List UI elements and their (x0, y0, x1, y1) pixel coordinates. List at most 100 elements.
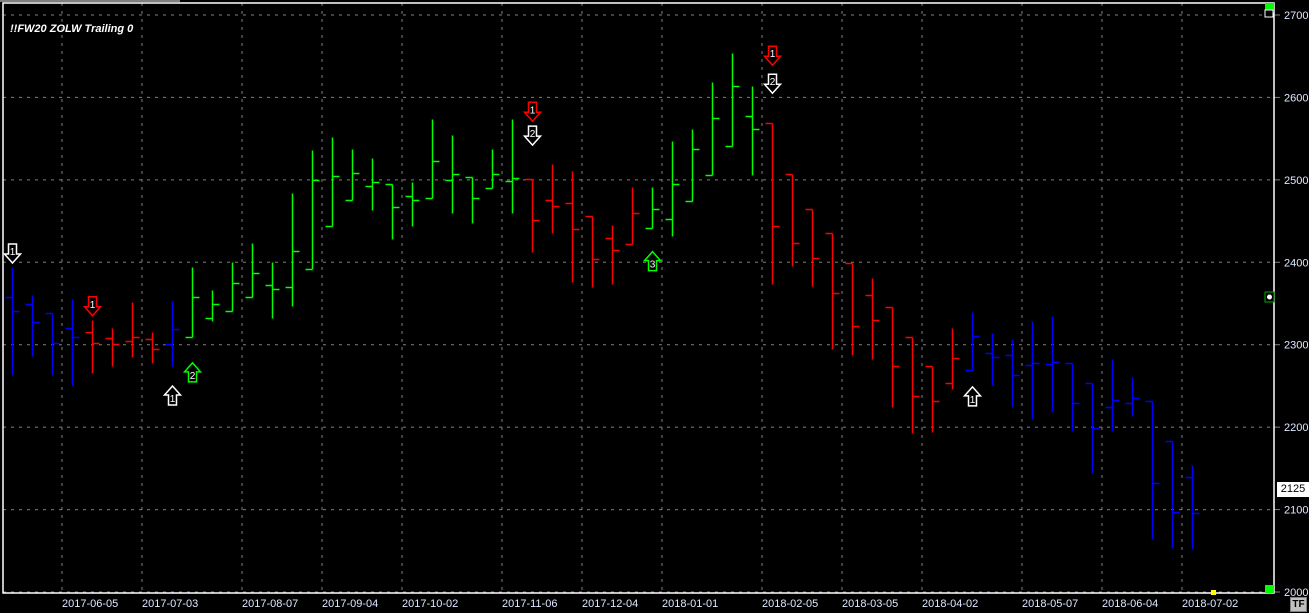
ohlc-bar (385, 183, 400, 240)
ohlc-bar (605, 225, 620, 285)
ohlc-bar (25, 295, 40, 357)
ohlc-bar (625, 187, 640, 246)
ohlc-bar (885, 306, 900, 408)
ohlc-bar (165, 301, 180, 367)
last-price-label: 2125 (1277, 482, 1309, 497)
scroll-handle-top[interactable] (1265, 3, 1274, 13)
ohlc-bar (705, 82, 720, 177)
signal-arrow-down-icon (522, 125, 543, 147)
x-tick-label: 2018-03-05 (842, 598, 898, 610)
ohlc-bar (465, 176, 480, 224)
ohlc-bar (825, 232, 840, 350)
ohlc-bar (1045, 316, 1060, 413)
ohlc-bar (685, 129, 700, 203)
x-tick-label: 2018-02-05 (762, 598, 818, 610)
ohlc-bar (65, 299, 80, 386)
ohlc-bar (845, 262, 860, 356)
y-tick-label: 2100 (1284, 505, 1308, 517)
ohlc-bar (785, 173, 800, 267)
signal-label: 2 (770, 77, 776, 88)
ohlc-bar (545, 164, 560, 234)
signal-arrow-up-icon (182, 361, 203, 383)
ohlc-bar (245, 243, 260, 299)
ohlc-bar (185, 267, 200, 339)
ohlc-bar (745, 86, 760, 176)
signal-label: 1 (170, 394, 176, 405)
top-scrollbar[interactable] (0, 0, 180, 2)
ohlc-bar (5, 267, 20, 376)
y-tick-label: 2200 (1284, 422, 1308, 434)
y-tick-label: 2600 (1284, 92, 1308, 104)
ohlc-bar (125, 302, 140, 358)
x-tick-label: 2017-06-05 (62, 598, 118, 610)
ohlc-bar (105, 328, 120, 367)
ohlc-bar (805, 208, 820, 287)
x-tick-label: 2017-08-07 (242, 598, 298, 610)
ohlc-bar (425, 119, 440, 200)
signal-arrow-down-icon (522, 101, 543, 123)
ohlc-bar (145, 332, 160, 364)
zoom-handle-top-icon[interactable] (1264, 9, 1274, 18)
signal-arrow-down-icon (762, 45, 783, 67)
ohlc-bar (1025, 321, 1040, 420)
ohlc-bar (765, 122, 780, 285)
x-tick-label: 2017-07-03 (142, 598, 198, 610)
ohlc-bar (985, 333, 1000, 386)
scroll-handle-bottom[interactable] (1265, 585, 1274, 593)
signal-label: 2 (530, 129, 536, 140)
ohlc-bar (645, 187, 660, 230)
ohlc-bar (925, 365, 940, 433)
signal-label: 3 (650, 260, 656, 271)
ohlc-bar (865, 278, 880, 360)
ohlc-bar (1065, 362, 1080, 432)
ohlc-bar (665, 141, 680, 237)
ohlc-bar (1165, 440, 1180, 549)
x-tick-label: 2017-11-06 (502, 598, 557, 610)
signal-label: 2 (190, 371, 196, 382)
ohlc-bar (565, 171, 580, 283)
signal-arrow-up-icon (962, 385, 983, 407)
timeframe-button[interactable]: TF (1290, 597, 1307, 612)
x-tick-label: 2018-05-07 (1022, 598, 1078, 610)
ohlc-bar (1005, 339, 1020, 408)
ohlc-bar (285, 193, 300, 307)
signal-label: 1 (90, 300, 96, 311)
x-tick-label: 2017-09-04 (322, 598, 378, 610)
ohlc-bar (585, 215, 600, 288)
ohlc-bar (345, 149, 360, 202)
ohlc-bar (905, 336, 920, 434)
x-tick-label: 2018-07-02 (1182, 598, 1238, 610)
ohlc-bar (205, 290, 220, 322)
price-scale-handle-icon[interactable] (1266, 293, 1273, 301)
signal-arrow-down-icon (2, 243, 23, 265)
signal-arrow-down-icon (762, 73, 783, 95)
ohlc-bar (1185, 465, 1200, 550)
chart-title: !!FW20 ZOLW Trailing 0 (10, 23, 134, 35)
ohlc-bar (1125, 377, 1140, 417)
y-tick-label: 2400 (1284, 257, 1308, 269)
ohlc-bar (305, 150, 320, 271)
ohlc-bar (1105, 359, 1120, 432)
ohlc-bar (325, 137, 340, 228)
ohlc-bar (965, 312, 980, 372)
ohlc-bar (225, 262, 240, 313)
ohlc-bar (45, 312, 60, 376)
ohlc-bar (525, 178, 540, 253)
signal-label: 1 (770, 49, 776, 60)
y-tick-label: 2000 (1284, 587, 1308, 599)
x-tick-label: 2018-06-04 (1102, 598, 1158, 610)
signal-arrow-up-icon (162, 384, 183, 406)
x-tick-label: 2017-12-04 (582, 598, 638, 610)
signal-label: 1 (10, 247, 16, 258)
y-tick-label: 2700 (1284, 10, 1308, 22)
time-marker-icon (1211, 590, 1216, 595)
ohlc-bar (485, 149, 500, 190)
ohlc-bar (945, 328, 960, 390)
ohlc-bar (505, 119, 520, 214)
x-tick-label: 2017-10-02 (402, 598, 458, 610)
ohlc-bar (1085, 382, 1100, 474)
y-tick-label: 2300 (1284, 340, 1308, 352)
x-tick-label: 2018-04-02 (922, 598, 978, 610)
